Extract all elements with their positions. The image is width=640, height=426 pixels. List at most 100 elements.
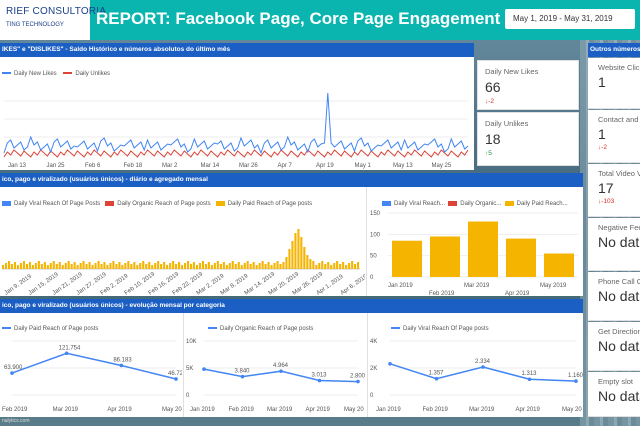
paid-bar <box>178 262 181 269</box>
x-tick-label: Feb 6 <box>85 163 101 169</box>
x-tick-label: Feb 18 <box>124 163 143 169</box>
paid-bar <box>258 263 261 269</box>
side-metric-value: 17 <box>598 180 614 196</box>
paid-bar <box>163 262 166 269</box>
company-logo: RIEF CONSULTORIA TING TECHNOLOGY <box>0 0 106 40</box>
paid-bar <box>264 264 267 269</box>
side-metric-value: 1 <box>598 74 606 90</box>
paid-bar <box>106 265 109 269</box>
legend-viral-short: Daily Viral Reach... <box>394 201 445 208</box>
paid-bar <box>282 262 285 269</box>
paid-bar <box>67 261 70 269</box>
paid-bar <box>40 264 43 269</box>
paid-bar <box>348 263 351 269</box>
y-tick-label: 5K <box>186 366 193 372</box>
data-label: 2.334 <box>475 359 491 365</box>
x-tick-label: Feb 2019 <box>229 407 255 413</box>
paid-bar <box>261 261 264 269</box>
paid-bar <box>148 262 151 269</box>
paid-bar <box>210 265 213 269</box>
paid-bar <box>73 262 76 269</box>
likes-panel-header: IKES" e "DISLIKES" - Saldo Histórico e n… <box>0 43 474 57</box>
paid-bar <box>55 264 58 269</box>
paid-bar <box>94 263 97 269</box>
y-tick-label: 50 <box>370 254 377 260</box>
paid-bar <box>91 265 94 269</box>
y-tick-label: 10K <box>186 339 197 345</box>
paid-bar <box>139 263 142 269</box>
x-tick-label: Jan 13 <box>8 163 27 169</box>
paid-bar <box>136 265 139 269</box>
paid-bar <box>225 265 228 269</box>
paid-bar <box>31 265 34 269</box>
x-tick-label: Mar 2019 <box>267 407 293 413</box>
data-point <box>527 377 532 382</box>
paid-bar <box>318 263 321 269</box>
side-metric-card: Contact and 1 ↓-2 <box>588 110 640 163</box>
viral-monthly-line-chart: 4K 2K 0 1.357 2.334 1.313 1.160 Jan 2019 Feb 201… <box>370 339 584 413</box>
side-metric-label: Negative Fee <box>598 223 640 232</box>
paid-bar <box>19 263 22 269</box>
paid-bar <box>130 264 133 269</box>
paid-bar <box>121 265 124 269</box>
paid-bar <box>321 261 324 269</box>
likes-line-chart: Jan 13 Jan 25 Feb 6 Feb 18 Mar 2 Mar 14 Mar 26… <box>3 92 469 169</box>
series-line <box>11 352 177 380</box>
side-metric-delta: ↓-2 <box>598 144 608 151</box>
x-tick-label: May 13 <box>393 163 413 169</box>
side-metric-value: No dat <box>598 288 640 304</box>
paid-bar <box>234 264 237 269</box>
paid-bar <box>198 263 201 269</box>
paid-bar <box>351 261 354 269</box>
paid-bar <box>273 263 276 269</box>
likes-series-line <box>3 92 469 155</box>
x-tick-label: Jan 25 <box>47 163 66 169</box>
daily-new-likes-card: Daily New Likes 66 ↓-2 <box>477 60 579 110</box>
paid-bar <box>336 261 339 269</box>
paid-bar <box>70 264 73 269</box>
paid-bar <box>294 233 297 269</box>
daily-new-likes-delta: ↓-2 <box>485 98 495 105</box>
paid-bar <box>544 253 574 277</box>
side-metric-label: Total Video V <box>598 169 640 178</box>
paid-bar <box>28 262 31 269</box>
paid-bar <box>392 240 422 277</box>
outros-panel: Outros números <box>588 43 640 57</box>
paid-bar <box>309 259 312 269</box>
side-metric-card: Total Video V 17 ↓-103 <box>588 164 640 217</box>
reach-monthly-legend: Daily Viral Reach... Daily Organic... Da… <box>382 201 568 207</box>
legend-paid-line: Daily Paid Reach of Page posts <box>14 326 99 332</box>
paid-bar <box>88 262 91 269</box>
y-tick-label: 4K <box>370 339 377 345</box>
paid-bar <box>184 263 187 269</box>
data-point <box>119 363 124 368</box>
reach-panel-header: ico, pago e viralizado (usuários únicos)… <box>0 173 583 187</box>
paid-legend: Daily Paid Reach of Page posts <box>2 326 98 332</box>
paid-bar <box>339 264 342 269</box>
side-metric-label: Contact and <box>598 115 639 124</box>
paid-bar <box>22 261 25 269</box>
data-point <box>240 374 245 379</box>
paid-bar <box>52 261 55 269</box>
date-range-picker[interactable]: May 1, 2019 - May 31, 2019 <box>505 9 635 29</box>
logo-line2: TING TECHNOLOGY <box>6 22 64 28</box>
side-metric-value: No dat <box>598 234 640 250</box>
paid-bar <box>34 263 37 269</box>
side-metric-value: No data <box>598 388 640 404</box>
paid-bar <box>79 263 82 269</box>
data-label: 46.727 <box>168 371 182 377</box>
paid-bar <box>5 263 8 269</box>
paid-bar <box>342 262 345 269</box>
paid-bar <box>16 265 19 269</box>
paid-bar <box>204 264 207 269</box>
x-tick-label: Apr 2019 <box>107 407 132 413</box>
data-point <box>174 377 178 381</box>
side-metric-label: Phone Call C <box>598 277 640 286</box>
paid-bar <box>142 261 145 269</box>
legend-paid-short: Daily Paid Reach... <box>516 201 568 208</box>
paid-bar <box>201 261 204 269</box>
paid-bar <box>8 261 11 269</box>
paid-bar <box>213 263 216 269</box>
data-point <box>434 376 439 381</box>
